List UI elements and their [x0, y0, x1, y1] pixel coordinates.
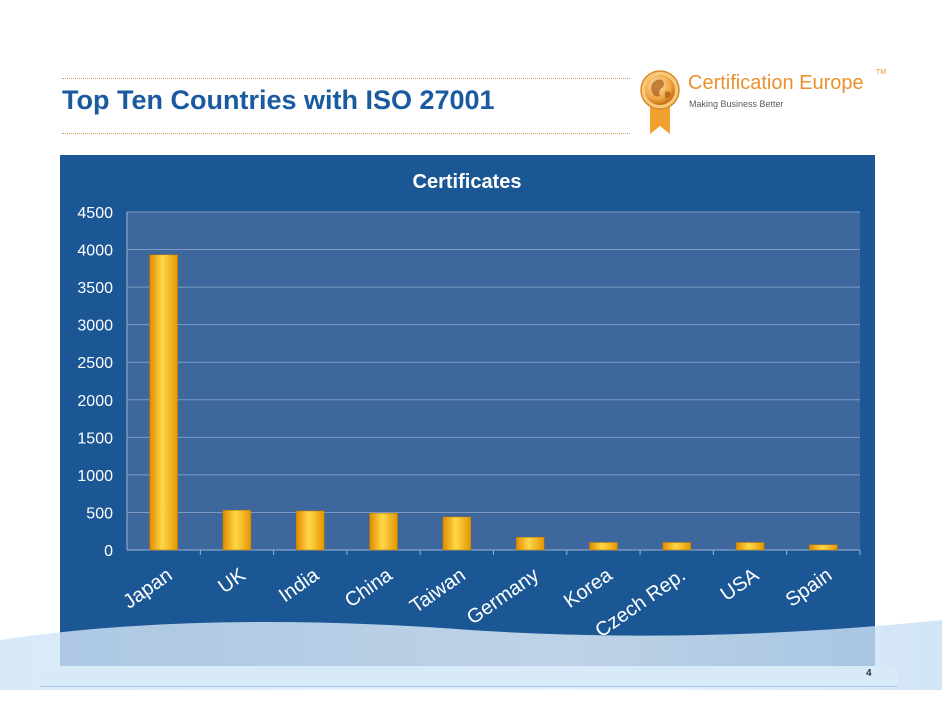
footer-decoration [0, 620, 942, 690]
logo-trademark: TM [876, 69, 887, 76]
page-number: 4 [866, 668, 872, 679]
certification-europe-logo: Certification Europe TM Making Business … [640, 64, 902, 140]
y-tick-label: 3500 [77, 280, 113, 297]
bar-germany [515, 536, 545, 551]
y-tick-label: 2000 [77, 393, 113, 410]
y-tick-label: 4000 [77, 243, 113, 260]
slide-title: Top Ten Countries with ISO 27001 [62, 85, 495, 115]
plot-area [127, 212, 860, 550]
bar-czech-rep [662, 542, 691, 551]
bar-korea [589, 542, 618, 551]
bar-china [369, 512, 398, 551]
y-tick-label: 2500 [77, 355, 113, 372]
logo-name: Certification Europe [688, 72, 864, 94]
y-tick-label: 4500 [77, 205, 113, 222]
chart-panel: Certificates 0 500 1000 1500 2000 2500 3000 3500… [60, 155, 875, 666]
bar-spain [809, 544, 838, 551]
header-top-rule [62, 78, 630, 79]
y-tick-label: 500 [86, 505, 113, 522]
x-tick-label: UK [214, 564, 250, 598]
bar-uk [222, 509, 252, 551]
header-bottom-rule [62, 133, 630, 134]
y-tick-label: 0 [104, 543, 113, 560]
bar-india [296, 510, 325, 551]
bar-chart: Certificates 0 500 1000 1500 2000 2500 3000 3500… [77, 171, 861, 642]
y-tick-label: 3000 [77, 318, 113, 335]
globe-ribbon-icon [640, 70, 680, 134]
bar-usa [735, 542, 765, 551]
y-tick-label: 1500 [77, 430, 113, 447]
logo-tagline: Making Business Better [689, 99, 784, 109]
bar-taiwan [442, 516, 472, 551]
bar-japan [149, 254, 178, 551]
chart-title: Certificates [413, 171, 522, 193]
y-tick-label: 1000 [77, 468, 113, 485]
